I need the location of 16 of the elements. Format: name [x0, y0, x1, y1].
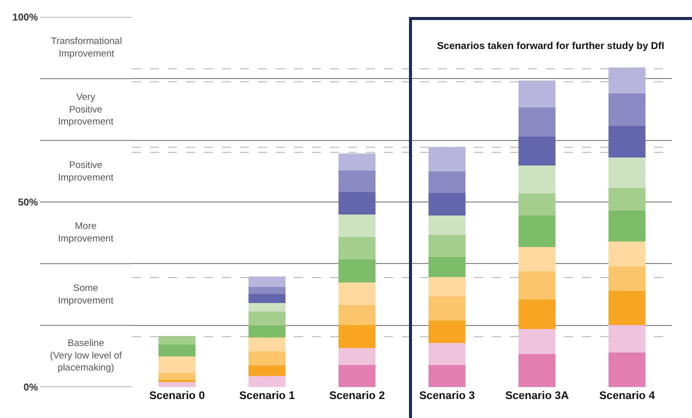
y-tick-label: 50%: [18, 198, 38, 208]
x-tick-label: Scenario 3A: [505, 390, 569, 402]
x-tick-label: Scenario 2: [329, 390, 385, 402]
text: Very Positive Improvement: [58, 92, 114, 128]
y-tick-label: 100%: [12, 12, 38, 24]
annotation: Scenarios taken forward for further study by DfI: [437, 41, 664, 52]
y-tick-label: 0%: [24, 382, 38, 394]
x-tick-label: Scenario 3: [419, 390, 475, 402]
text: Positive Improvement: [58, 160, 114, 184]
x-tick-label: Scenario 1: [239, 390, 295, 402]
text: More Improvement: [58, 221, 114, 244]
x-tick-label: Scenario 0: [149, 390, 205, 402]
x-tick-label: Scenario 4: [599, 390, 656, 402]
text: Baseline (Very low level of placemaking): [50, 338, 122, 374]
text: Transformational Improvement: [51, 36, 122, 60]
text: Some Improvement: [58, 283, 114, 306]
